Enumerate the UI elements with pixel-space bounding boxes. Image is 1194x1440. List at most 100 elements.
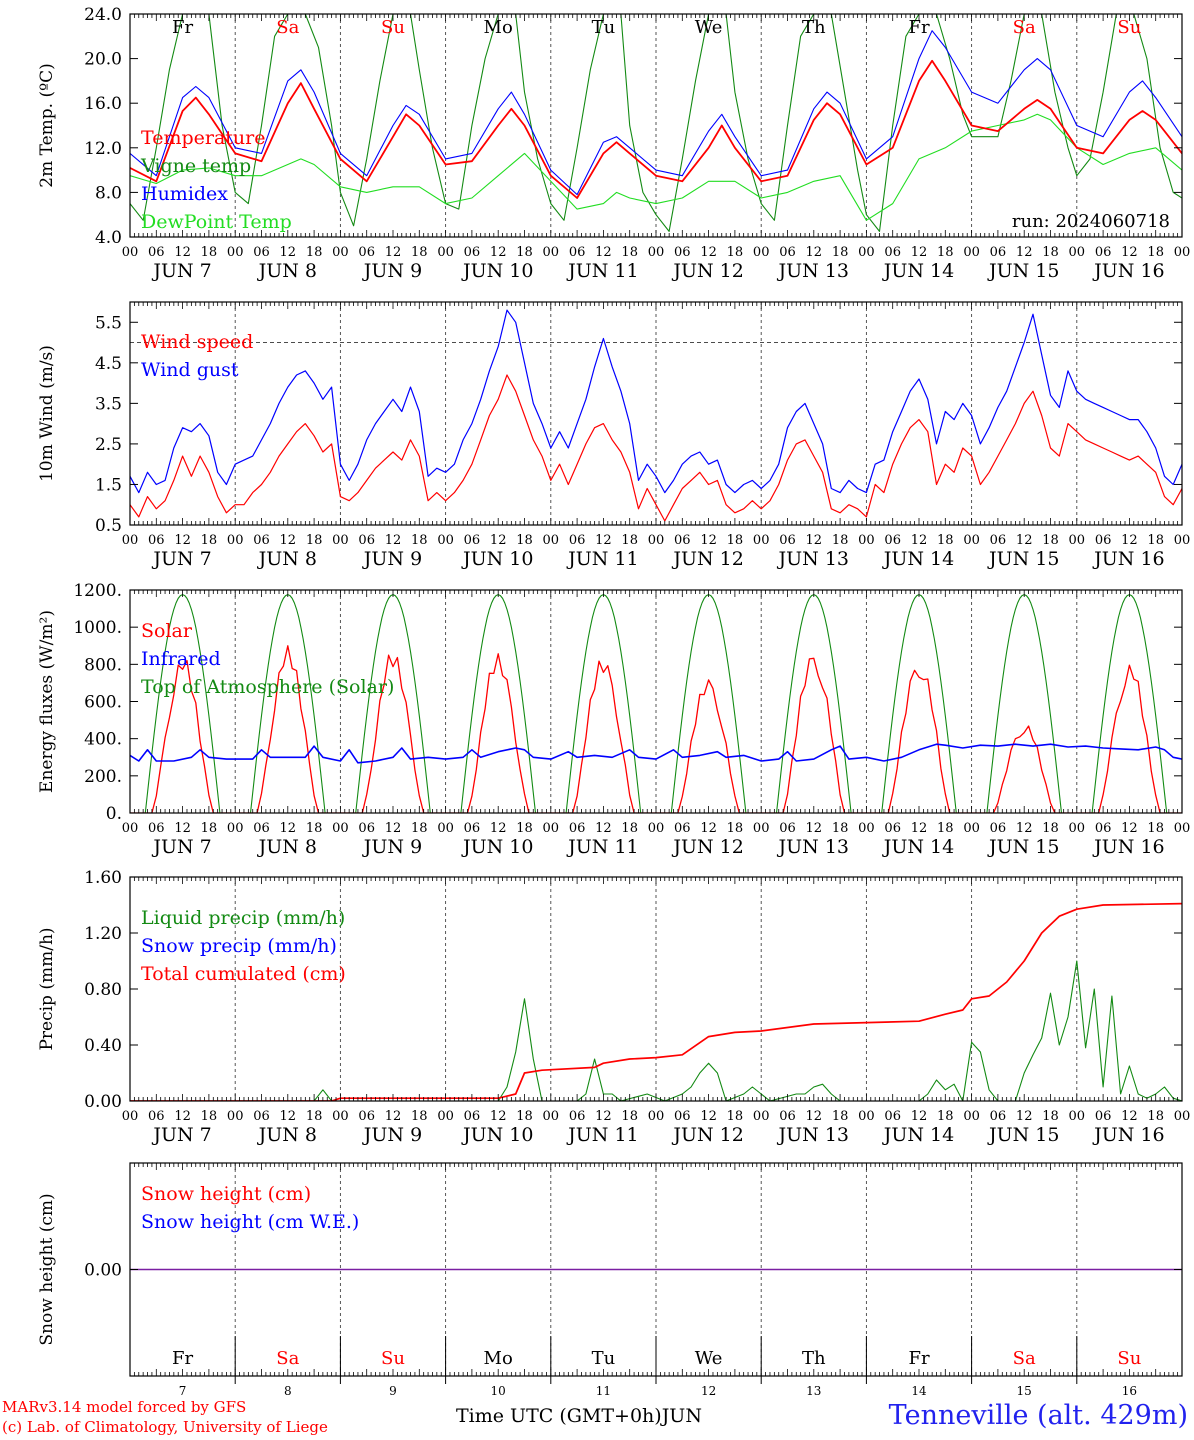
humidex-line: [130, 30, 1182, 196]
day-label: JUN 10: [461, 260, 533, 282]
y-tick-label: 2.5: [95, 435, 122, 455]
hour-tick-label: 06: [148, 1109, 165, 1124]
hour-tick-label: 00: [753, 533, 770, 548]
hour-tick-label: 06: [1095, 1109, 1112, 1124]
day-label: JUN 16: [1092, 836, 1164, 858]
weekday-name: Fr: [172, 1348, 193, 1369]
hour-tick-label: 06: [464, 533, 481, 548]
hour-tick-label: 06: [464, 245, 481, 260]
hour-tick-label: 00: [122, 1109, 139, 1124]
hour-tick-label: 06: [358, 245, 375, 260]
day-label: JUN 9: [362, 836, 422, 858]
day-number: 13: [806, 1384, 821, 1398]
hour-tick-label: 18: [516, 1109, 533, 1124]
weekday-name: Su: [381, 17, 405, 38]
hour-tick-label: 00: [332, 533, 349, 548]
legend-entry: Wind gust: [141, 359, 239, 381]
day-label: JUN 10: [461, 836, 533, 858]
hour-tick-label: 12: [174, 1109, 191, 1124]
hour-tick-label: 06: [1095, 533, 1112, 548]
hour-tick-label: 18: [832, 533, 849, 548]
hour-tick-label: 06: [569, 821, 586, 836]
hour-tick-label: 00: [437, 245, 454, 260]
hour-tick-label: 06: [674, 533, 691, 548]
y-tick-label: 5.5: [95, 313, 122, 333]
weekday-name: We: [695, 1348, 723, 1369]
hour-tick-label: 00: [858, 533, 875, 548]
hour-tick-label: 18: [516, 245, 533, 260]
hour-tick-label: 12: [1016, 1109, 1033, 1124]
panel-plot-area-1: [130, 14, 1182, 237]
panel-plot-area-3: [130, 590, 1182, 813]
hour-tick-label: 18: [516, 533, 533, 548]
panel-frame: [129, 589, 1183, 814]
hour-tick-label: 18: [411, 821, 428, 836]
hour-tick-label: 00: [858, 821, 875, 836]
weekday-name: Th: [802, 1348, 826, 1369]
hour-tick-label: 00: [437, 821, 454, 836]
hour-tick-label: 12: [280, 533, 297, 548]
legend-entry: Wind speed: [141, 331, 253, 353]
day-label: JUN 15: [987, 260, 1059, 282]
day-label: JUN 8: [257, 1124, 317, 1146]
hour-tick-label: 18: [937, 245, 954, 260]
y-tick-label: 1000.: [73, 618, 122, 638]
hour-tick-label: 18: [306, 533, 323, 548]
day-label: JUN 9: [362, 260, 422, 282]
day-label: JUN 12: [671, 548, 743, 570]
day-label: JUN 11: [566, 548, 638, 570]
legend-entry: Snow height (cm): [141, 1183, 311, 1205]
hour-tick-label: 06: [884, 533, 901, 548]
hour-tick-label: 18: [937, 821, 954, 836]
weekday-name: Sa: [1013, 1348, 1036, 1369]
day-label: JUN 10: [461, 1124, 533, 1146]
hour-tick-label: 00: [753, 821, 770, 836]
temperature-line: [130, 59, 1182, 199]
y-tick-label: 0.80: [84, 980, 122, 1000]
hour-tick-label: 12: [806, 1109, 823, 1124]
hour-tick-label: 18: [306, 821, 323, 836]
hour-tick-label: 00: [437, 1109, 454, 1124]
day-label: JUN 16: [1092, 260, 1164, 282]
hour-tick-label: 18: [832, 821, 849, 836]
hour-tick-label: 12: [700, 245, 717, 260]
hour-tick-label: 06: [148, 821, 165, 836]
hour-tick-label: 06: [990, 533, 1007, 548]
hour-tick-label: 12: [1016, 533, 1033, 548]
legend-entry: Solar: [141, 620, 193, 642]
hour-tick-label: 00: [963, 245, 980, 260]
weekday-name: Mo: [484, 1348, 513, 1369]
wind-speed-line: [130, 374, 1182, 522]
legend-entry: Humidex: [141, 183, 228, 205]
weekday-name: Sa: [276, 1348, 299, 1369]
y-tick-label: 1.5: [95, 475, 122, 495]
hour-tick-label: 06: [884, 821, 901, 836]
hour-tick-label: 12: [1121, 245, 1138, 260]
day-label: JUN 16: [1092, 548, 1164, 570]
day-label: JUN 12: [671, 1124, 743, 1146]
day-number: 10: [491, 1384, 506, 1398]
hour-tick-label: 18: [727, 245, 744, 260]
hour-tick-label: 18: [1147, 245, 1164, 260]
hour-tick-label: 00: [963, 533, 980, 548]
hour-tick-label: 06: [990, 245, 1007, 260]
day-label: JUN 14: [882, 260, 954, 282]
hour-tick-label: 00: [543, 245, 560, 260]
y-tick-label: 600.: [84, 693, 122, 713]
y-tick-label: 1.60: [84, 868, 122, 888]
weekday-name: Su: [381, 1348, 405, 1369]
hour-tick-label: 00: [648, 821, 665, 836]
hour-tick-label: 06: [569, 533, 586, 548]
infrared-line: [130, 743, 1182, 764]
weekday-name: Th: [802, 17, 826, 38]
day-label: JUN 7: [151, 836, 211, 858]
weekday-name: We: [695, 17, 723, 38]
hour-tick-label: 00: [1174, 533, 1191, 548]
hour-tick-label: 18: [201, 821, 218, 836]
hour-tick-label: 18: [1147, 533, 1164, 548]
y-tick-label: 1.20: [84, 924, 122, 944]
hour-tick-label: 06: [674, 1109, 691, 1124]
day-number: 8: [284, 1384, 292, 1398]
hour-tick-label: 12: [700, 821, 717, 836]
hour-tick-label: 06: [990, 821, 1007, 836]
